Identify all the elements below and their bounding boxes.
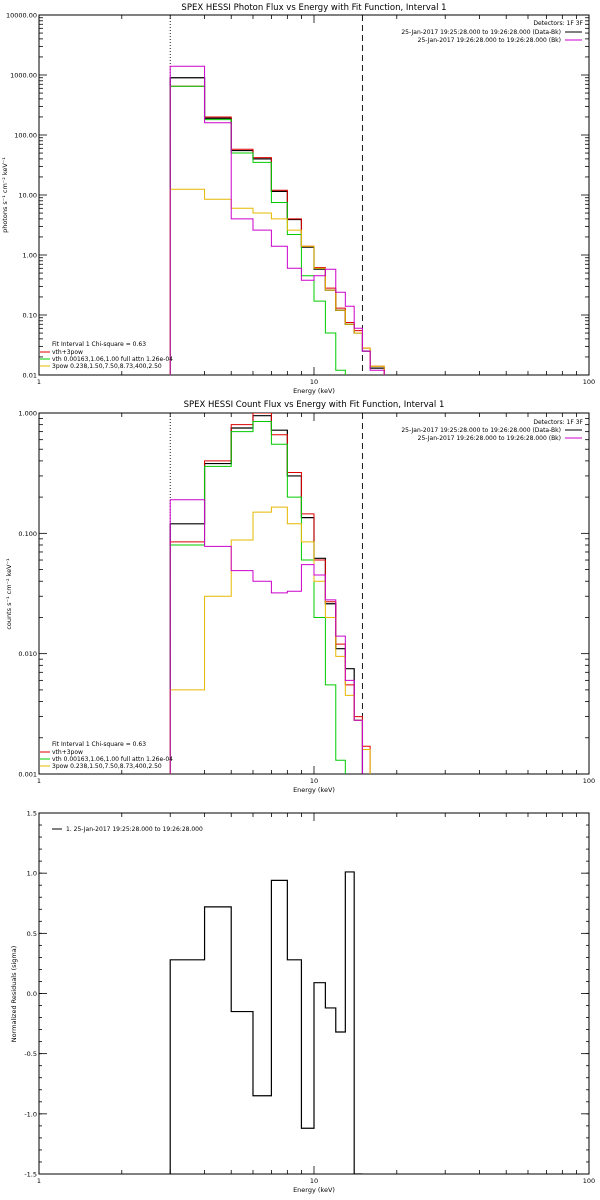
count-flux-title: SPEX HESSI Count Flux vs Energy with Fit… — [184, 400, 445, 410]
photon-flux-panel: SPEX HESSI Photon Flux vs Energy with Fi… — [1, 3, 595, 395]
count-flux-series-vth — [169, 420, 385, 774]
count-flux-y-tick-label: 0.001 — [18, 771, 37, 779]
photon-flux-y-tick-label: 10000.00 — [6, 12, 37, 20]
count-flux-header-databk: 25-Jan-2017 19:25:28.000 to 19:26:28.000… — [401, 427, 561, 434]
photon-flux-detectors: Detectors: 1F 3F — [533, 20, 583, 27]
photon-flux-fit-3pow: 3pow 0.238,1.50,7.50,8.73,400,2.50 — [52, 363, 162, 370]
photon-flux-y-tick-label: 0.10 — [23, 312, 37, 320]
photon-flux-y-label: photons s⁻¹ cm⁻² keV⁻¹ — [1, 157, 9, 233]
count-flux-y-tick-label: 0.100 — [18, 530, 37, 538]
residuals-y-tick-label: 0.0 — [27, 990, 37, 998]
count-flux-panel: SPEX HESSI Count Flux vs Energy with Fit… — [5, 400, 595, 794]
count-flux-x-tick-label: 100 — [583, 777, 595, 785]
photon-flux-series-vth — [169, 85, 385, 375]
residuals-y-label: Normalized Residuals (sigma) — [10, 946, 18, 1043]
photon-flux-series-vth-3pow — [169, 85, 385, 375]
photon-flux-x-tick-label: 10 — [310, 378, 318, 386]
residuals-series-residual — [169, 871, 363, 1174]
photon-flux-y-tick-label: 1000.00 — [10, 72, 37, 80]
photon-flux-header-bk: 25-Jan-2017 19:26:28.000 to 19:26:28.000… — [418, 37, 561, 44]
count-flux-fit-title: Fit Interval 1 Chi-square = 0.63 — [52, 741, 146, 748]
photon-flux-series-bk — [169, 65, 385, 375]
count-flux-series-3pow — [169, 506, 385, 774]
photon-flux-series-data-bk — [169, 77, 385, 375]
residuals-x-label: Energy (keV) — [293, 1186, 335, 1194]
count-flux-x-label: Energy (keV) — [293, 786, 335, 794]
residuals-legend-text: 1. 25-Jan-2017 19:25:28.000 to 19:26:28.… — [66, 826, 203, 833]
count-flux-header-bk: 25-Jan-2017 19:26:28.000 to 19:26:28.000… — [418, 435, 561, 442]
count-flux-y-tick-label: 0.010 — [18, 650, 37, 658]
count-flux-fit-3pow: 3pow 0.238,1.50,7.50,8.73,400,2.50 — [52, 763, 162, 770]
photon-flux-x-tick-label: 100 — [583, 378, 595, 386]
photon-flux-fit-vth: vth 0.00163,1.06,1.00 full attn 1.26e-04 — [52, 356, 173, 363]
photon-flux-series-3pow — [169, 188, 385, 375]
residuals-x-tick-label: 1 — [37, 1177, 41, 1185]
photon-flux-y-tick-label: 0.01 — [23, 372, 37, 380]
photon-flux-axes-frame — [38, 14, 590, 376]
photon-flux-header-databk: 25-Jan-2017 19:25:28.000 to 19:26:28.000… — [401, 29, 561, 36]
photon-flux-x-label: Energy (keV) — [293, 387, 335, 395]
photon-flux-fit-total: vth+3pow — [52, 349, 83, 356]
residuals-y-tick-label: 1.0 — [27, 870, 37, 878]
photon-flux-x-tick-label: 1 — [37, 378, 41, 386]
residuals-x-tick-label: 10 — [310, 1177, 318, 1185]
count-flux-series-data-bk — [169, 415, 385, 774]
residuals-x-tick-label: 100 — [583, 1177, 595, 1185]
count-flux-fit-vth: vth 0.00163,1.06,1.00 full attn 1.26e-04 — [52, 756, 173, 763]
count-flux-x-tick-label: 1 — [37, 777, 41, 785]
count-flux-x-tick-label: 10 — [310, 777, 318, 785]
photon-flux-y-tick-label: 10.00 — [18, 192, 37, 200]
residuals-y-tick-label: -1.5 — [24, 1171, 37, 1179]
count-flux-series-vth-3pow — [169, 413, 385, 774]
count-flux-series-bk — [169, 499, 385, 774]
photon-flux-fit-title: Fit Interval 1 Chi-square = 0.63 — [52, 341, 146, 348]
residuals-y-tick-label: 0.5 — [27, 930, 37, 938]
residuals-y-tick-label: -1.0 — [24, 1110, 37, 1118]
count-flux-y-tick-label: 1.000 — [18, 410, 37, 418]
photon-flux-plot-area: 1 10 100 0.01 0.10 1.00 10.00 100.00 1000.00 1000… — [6, 12, 595, 387]
count-flux-fit-total: vth+3pow — [52, 749, 83, 756]
residuals-panel: 1 10 100 -1.5 -1.0 -0.5 0.0 0.5 1.0 1.5 1. 25-Jan… — [10, 810, 595, 1195]
count-flux-y-label: counts s⁻¹ cm⁻² keV⁻¹ — [5, 558, 13, 630]
photon-flux-title: SPEX HESSI Photon Flux vs Energy with Fi… — [181, 3, 446, 13]
count-flux-detectors: Detectors: 1F 3F — [533, 419, 583, 426]
residuals-y-tick-label: -0.5 — [24, 1050, 37, 1058]
residuals-y-tick-label: 1.5 — [27, 810, 37, 818]
count-flux-plot-area: 1 10 100 0.001 0.010 0.100 1.000 — [18, 410, 595, 786]
residuals-plot-area: 1 10 100 -1.5 -1.0 -0.5 0.0 0.5 1.0 1.5 — [24, 810, 595, 1186]
photon-flux-y-tick-label: 1.00 — [23, 252, 37, 260]
photon-flux-y-tick-label: 100.00 — [14, 132, 37, 140]
